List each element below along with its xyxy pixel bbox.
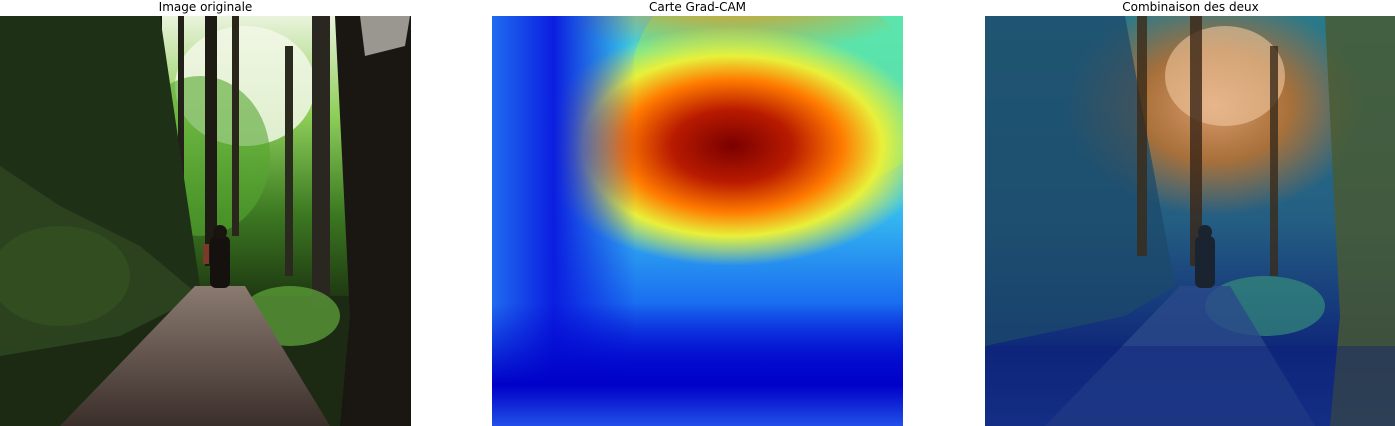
original-forest-photo: [0, 16, 411, 426]
gradcam-panel: Carte Grad-CAM: [492, 0, 903, 426]
original-image-panel: Image originale: [0, 0, 411, 426]
panel-title-original: Image originale: [158, 0, 253, 14]
panel-title-gradcam: Carte Grad-CAM: [648, 0, 747, 14]
combined-overlay-image: [985, 16, 1395, 426]
gradcam-heatmap: [492, 16, 903, 426]
combined-panel: Combinaison des deux: [985, 0, 1395, 426]
panel-title-combined: Combinaison des deux: [1122, 0, 1259, 14]
